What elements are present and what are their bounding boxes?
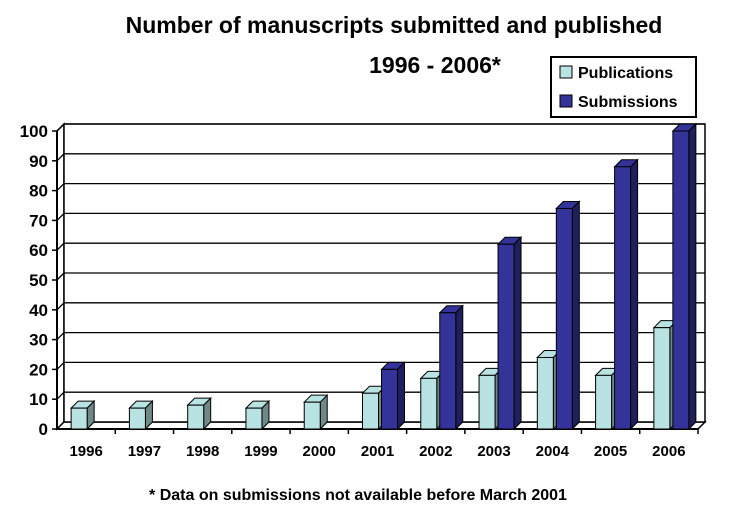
bar-submissions-2001 <box>381 368 398 430</box>
bar-publications-1998 <box>187 404 205 430</box>
gridline-wall <box>56 123 65 132</box>
x-tick-label: 1996 <box>69 443 102 460</box>
legend-label-submissions: Submissions <box>578 94 678 111</box>
bar-publications-2001 <box>362 392 379 430</box>
y-tick-label: 100 <box>20 122 48 141</box>
x-tick-label: 2006 <box>652 443 685 460</box>
legend-label-publications: Publications <box>578 65 673 82</box>
y-tick-label: 0 <box>39 420 48 439</box>
bar-publications-2003 <box>478 374 496 430</box>
bar-publications-1996 <box>70 407 88 430</box>
y-tick-label: 20 <box>29 360 48 379</box>
gridline-wall <box>56 212 65 221</box>
bar-submissions-2002-side <box>455 304 464 431</box>
gridline-wall <box>56 183 65 192</box>
bar-publications-2002 <box>420 377 438 430</box>
y-tick-label: 90 <box>29 152 48 171</box>
bar-submissions-2002 <box>439 312 457 430</box>
y-tick-label: 60 <box>29 241 48 260</box>
x-tick-label: 2003 <box>477 443 510 460</box>
x-tick-label: 2002 <box>419 443 452 460</box>
x-tick-label: 2001 <box>361 443 394 460</box>
bar-submissions-2006-side <box>688 122 697 431</box>
x-tick-label: 1997 <box>128 443 161 460</box>
bar-submissions-2004 <box>555 207 573 430</box>
bar-publications-2005 <box>595 374 613 430</box>
x-tick-label: 1999 <box>244 443 277 460</box>
x-tick-label: 1998 <box>186 443 219 460</box>
y-tick-label: 40 <box>29 301 48 320</box>
y-tick-label: 80 <box>29 182 48 201</box>
legend-swatch-publications <box>559 65 573 79</box>
bar-submissions-2005 <box>614 166 632 430</box>
bar-publications-2006 <box>653 327 671 430</box>
bar-submissions-2003-side <box>513 236 522 431</box>
y-tick-label: 70 <box>29 211 48 230</box>
x-tick-label: 2000 <box>303 443 336 460</box>
x-tick-label: 2005 <box>594 443 627 460</box>
y-tick-label: 50 <box>29 271 48 290</box>
bar-publications-2000 <box>303 401 321 430</box>
chart-title: Number of manuscripts submitted and publ… <box>126 12 663 38</box>
plot-area: 0 10 20 30 40 50 60 70 80 90 100 1996 1997 1998 1999 20… <box>20 122 707 460</box>
gridline-wall <box>56 302 65 311</box>
gridline-wall <box>56 391 65 400</box>
chart-subtitle: 1996 - 2006* <box>369 52 501 78</box>
x-tick-label: 2004 <box>536 443 570 460</box>
gridline-wall <box>56 272 65 281</box>
bar-submissions-2001-side <box>397 361 405 431</box>
bar-submissions-2003 <box>497 243 515 430</box>
gridline-wall <box>56 242 65 251</box>
gridline-wall <box>56 153 65 162</box>
legend-box <box>550 56 697 118</box>
bar-publications-1999 <box>245 407 263 430</box>
bar-submissions-2006 <box>672 130 690 430</box>
gridline-wall <box>56 332 65 341</box>
gridline-wall <box>56 361 65 370</box>
y-tick-label: 10 <box>29 390 48 409</box>
bar-publications-1997 <box>128 407 146 430</box>
bar-submissions-2005-side <box>630 158 639 431</box>
legend: Publications Submissions <box>550 56 697 118</box>
legend-swatch-submissions <box>559 94 573 108</box>
bar-publications-2004 <box>536 356 554 430</box>
y-tick-label: 30 <box>29 331 48 350</box>
footnote: * Data on submissions not available befo… <box>149 487 567 504</box>
bar-submissions-2004-side <box>571 200 580 431</box>
